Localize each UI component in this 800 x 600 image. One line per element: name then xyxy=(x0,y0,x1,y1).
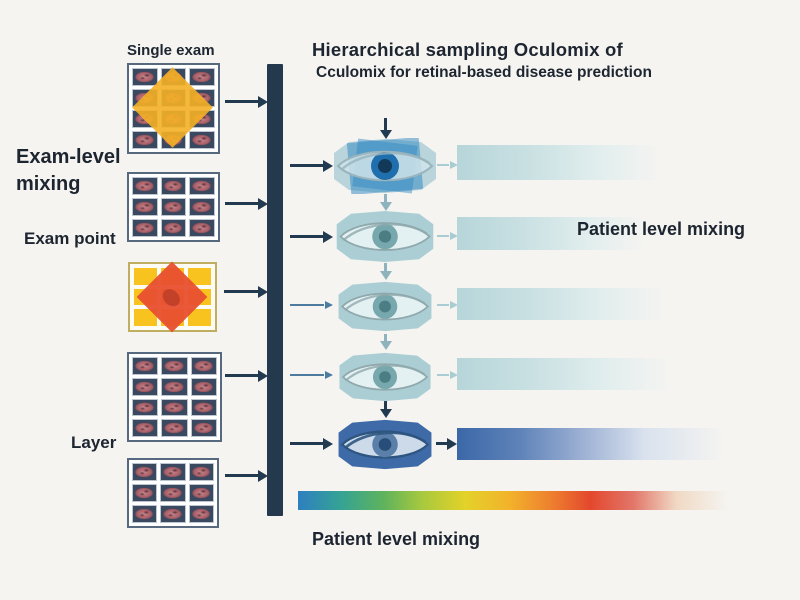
retina-cell xyxy=(161,419,188,437)
arrow-down-icon xyxy=(384,334,387,342)
eye-icon xyxy=(335,210,435,263)
retina-cell xyxy=(190,419,217,437)
exam-level-mixing-label: Exam-level mixing xyxy=(16,144,136,198)
exam-level-mixing-grid xyxy=(127,172,220,242)
arrow-right-icon xyxy=(436,442,448,445)
layer-grid-top xyxy=(127,352,222,442)
arrow-right-icon xyxy=(437,304,449,307)
patient-level-mixing-label-right: Patient level mixing xyxy=(577,219,746,239)
diagram-title-line2: Cculomix for retinal-based disease predi… xyxy=(316,64,652,81)
retina-cell xyxy=(160,484,186,502)
arrow-right-icon xyxy=(225,202,259,205)
retina-cell xyxy=(188,484,214,502)
arrow-right-icon xyxy=(225,374,259,377)
yellow-cell xyxy=(188,268,211,285)
retina-cell xyxy=(132,377,159,396)
retina-cell xyxy=(189,198,215,216)
exam-point-label: Exam point xyxy=(24,229,116,248)
retina-cell xyxy=(132,131,158,149)
eye-icon xyxy=(335,281,435,332)
patient-level-mixing-label-bottom: Patient level mixing xyxy=(312,529,481,549)
retina-cell xyxy=(160,463,186,481)
feature-bar xyxy=(457,358,672,390)
retina-cell xyxy=(161,398,188,417)
retina-cell xyxy=(132,357,159,375)
retina-cell xyxy=(188,463,214,481)
retina-cell xyxy=(132,505,158,523)
retina-cell xyxy=(132,419,159,437)
exam-level-mixing-label-line1: Exam-level xyxy=(16,146,121,168)
feature-bar xyxy=(457,428,725,460)
arrow-right-icon xyxy=(437,374,449,377)
retina-cell xyxy=(161,357,188,375)
diagram-title-line1: Hierarchical sampling Oculomix of xyxy=(312,39,623,60)
retina-cell xyxy=(132,463,158,481)
arrow-right-icon xyxy=(290,235,324,238)
retina-cell xyxy=(188,505,214,523)
arrow-right-icon xyxy=(290,442,324,445)
eye-icon xyxy=(335,352,435,402)
retina-cell xyxy=(160,505,186,523)
arrow-right-icon xyxy=(224,290,259,293)
feature-bar xyxy=(457,217,646,250)
retina-cell xyxy=(160,177,187,195)
retina-cell xyxy=(132,398,159,417)
arrow-right-icon xyxy=(437,164,449,167)
layer-grid-bottom xyxy=(127,458,219,528)
layer-label: Layer xyxy=(71,433,117,452)
retina-cell xyxy=(160,219,187,237)
arrow-down-icon xyxy=(384,401,387,410)
retina-cell xyxy=(189,219,215,237)
yellow-cell xyxy=(188,309,211,326)
retina-cell xyxy=(132,219,158,237)
arrow-right-icon xyxy=(225,474,259,477)
retina-cell xyxy=(132,177,158,195)
arrow-right-icon xyxy=(437,235,449,238)
arrow-down-icon xyxy=(384,263,387,272)
retina-cell xyxy=(160,198,187,216)
arrow-right-icon xyxy=(225,100,259,103)
feature-bar xyxy=(457,145,661,180)
feature-bar xyxy=(457,288,666,320)
eye-icon xyxy=(333,419,437,470)
arrow-down-icon xyxy=(384,194,387,203)
retina-cell xyxy=(132,68,158,86)
arrow-right-icon xyxy=(290,164,324,167)
arrow-down-icon xyxy=(384,118,387,131)
retina-cell xyxy=(132,198,158,216)
exam-level-mixing-label-line2: mixing xyxy=(16,173,81,195)
retina-cell xyxy=(190,377,217,396)
retina-cell xyxy=(190,398,217,417)
retina-cell xyxy=(189,68,215,86)
arrow-right-icon xyxy=(290,304,324,307)
arrow-right-icon xyxy=(290,374,324,377)
rainbow-mixing-bar xyxy=(298,491,728,510)
retina-cell xyxy=(190,357,217,375)
retina-cell xyxy=(161,377,188,396)
single-exam-label: Single exam xyxy=(127,42,215,59)
retina-cell xyxy=(189,131,215,149)
retina-cell xyxy=(132,484,158,502)
collector-bar xyxy=(267,64,283,516)
yellow-cell xyxy=(134,309,157,326)
eye-icon xyxy=(333,138,437,194)
retina-cell xyxy=(189,177,215,195)
